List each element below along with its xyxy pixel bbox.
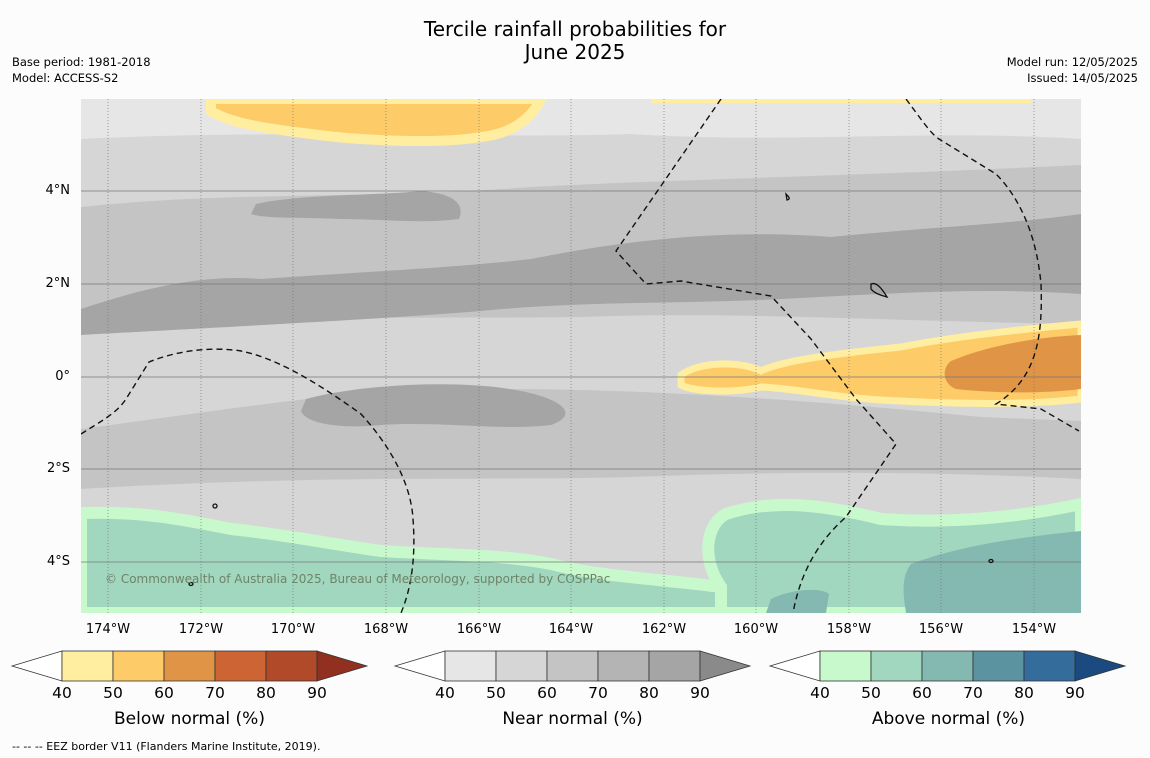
lon-label-164w: 164°W [548, 622, 594, 637]
colorbar-tick-label: 60 [154, 684, 174, 702]
lon-label-168w: 168°W [363, 622, 409, 637]
colorbar-segment [163, 650, 216, 682]
colorbar-segment [546, 650, 599, 682]
islands [188, 192, 994, 587]
probability-map [81, 99, 1081, 613]
title-line-1: Tercile rainfall probabilities for [423, 17, 727, 41]
below-normal-north-strip [651, 99, 1031, 103]
footnote: -- -- -- EEZ border V11 (Flanders Marine… [12, 740, 321, 753]
colorbar-title-above: Above normal (%) [871, 709, 1026, 729]
colorbar-tick-label: 80 [639, 684, 659, 702]
above-normal-60-patch-small [766, 589, 829, 613]
lon-label-174w: 174°W [85, 622, 131, 637]
colorbar-under-triangle [10, 650, 63, 682]
colorbar-tick-label: 90 [307, 684, 327, 702]
near-normal-70-patch-south [301, 384, 566, 427]
lat-label-4n: 4°N [45, 183, 71, 198]
colorbar-tick-label: 40 [52, 684, 72, 702]
eez-borders [81, 99, 1080, 613]
lon-label-156w: 156°W [918, 622, 964, 637]
colorbar-segment [870, 650, 923, 682]
lon-label-158w: 158°W [826, 622, 872, 637]
colorbar-tick-label: 50 [103, 684, 123, 702]
colorbar-tick-label: 60 [912, 684, 932, 702]
colorbar-over-triangle [699, 650, 752, 682]
model-run-text: Model run: 12/05/2025 [1006, 55, 1138, 69]
colorbar-segment [972, 650, 1025, 682]
colorbar-tick-label: 70 [963, 684, 983, 702]
lat-label-2s: 2°S [46, 461, 70, 476]
issued-text: Issued: 14/05/2025 [1027, 71, 1138, 85]
colorbar-segment [1023, 650, 1076, 682]
lon-label-154w: 154°W [1011, 622, 1057, 637]
colorbar-tick-label: 70 [205, 684, 225, 702]
colorbar-segment [495, 650, 548, 682]
colorbar-tick-label: 60 [537, 684, 557, 702]
below-normal-60-patch [944, 335, 1081, 393]
colorbar-below-normal [10, 650, 369, 682]
model-text: Model: ACCESS-S2 [12, 71, 119, 85]
colorbar-segment [597, 650, 650, 682]
colorbar-under-triangle [768, 650, 821, 682]
above-normal-60-patch [903, 531, 1081, 613]
colorbar-segment [265, 650, 318, 682]
lat-label-2n: 2°N [45, 276, 71, 291]
colorbar-tick-label: 40 [810, 684, 830, 702]
lat-label-0: 0° [55, 369, 70, 384]
meta-right: Model run: 12/05/2025 Issued: 14/05/2025 [1007, 54, 1138, 86]
near-normal-70-patch [251, 191, 461, 222]
colorbar-tick-label: 90 [1065, 684, 1085, 702]
colorbar-segment [112, 650, 165, 682]
colorbar-segment [444, 650, 497, 682]
lon-label-172w: 172°W [178, 622, 224, 637]
colorbar-tick-label: 90 [690, 684, 710, 702]
below-normal-north [206, 99, 547, 146]
colorbar-tick-label: 80 [1014, 684, 1034, 702]
colorbar-over-triangle [1074, 650, 1127, 682]
colorbar-segment [214, 650, 267, 682]
lon-label-170w: 170°W [270, 622, 316, 637]
colorbar-tick-label: 50 [486, 684, 506, 702]
colorbar-segment [648, 650, 701, 682]
colorbar-title-below: Below normal (%) [114, 709, 265, 729]
lon-label-160w: 160°W [733, 622, 779, 637]
colorbar-above-normal [768, 650, 1127, 682]
colorbar-tick-label: 70 [588, 684, 608, 702]
graticule [81, 99, 1081, 613]
colorbar-segment [61, 650, 114, 682]
colorbar-segment [921, 650, 974, 682]
colorbar-segment [819, 650, 872, 682]
above-normal-southwest [81, 506, 727, 613]
colorbar-under-triangle [393, 650, 446, 682]
colorbar-near-normal [393, 650, 752, 682]
meta-left: Base period: 1981-2018 Model: ACCESS-S2 [12, 54, 151, 86]
base-period-text: Base period: 1981-2018 [12, 55, 151, 69]
lon-label-162w: 162°W [641, 622, 687, 637]
copyright-text: © Commonwealth of Australia 2025, Bureau… [105, 572, 611, 586]
colorbar-tick-label: 80 [256, 684, 276, 702]
near-normal-70-band [81, 214, 1081, 335]
lat-label-4s: 4°S [46, 554, 70, 569]
colorbar-tick-label: 40 [435, 684, 455, 702]
lon-label-166w: 166°W [456, 622, 502, 637]
colorbars [10, 650, 1127, 682]
colorbar-title-near: Near normal (%) [502, 709, 643, 729]
colorbar-tick-label: 50 [861, 684, 881, 702]
colorbar-over-triangle [316, 650, 369, 682]
title-line-2: June 2025 [524, 40, 626, 64]
map-title: Tercile rainfall probabilities for June … [0, 18, 1150, 64]
